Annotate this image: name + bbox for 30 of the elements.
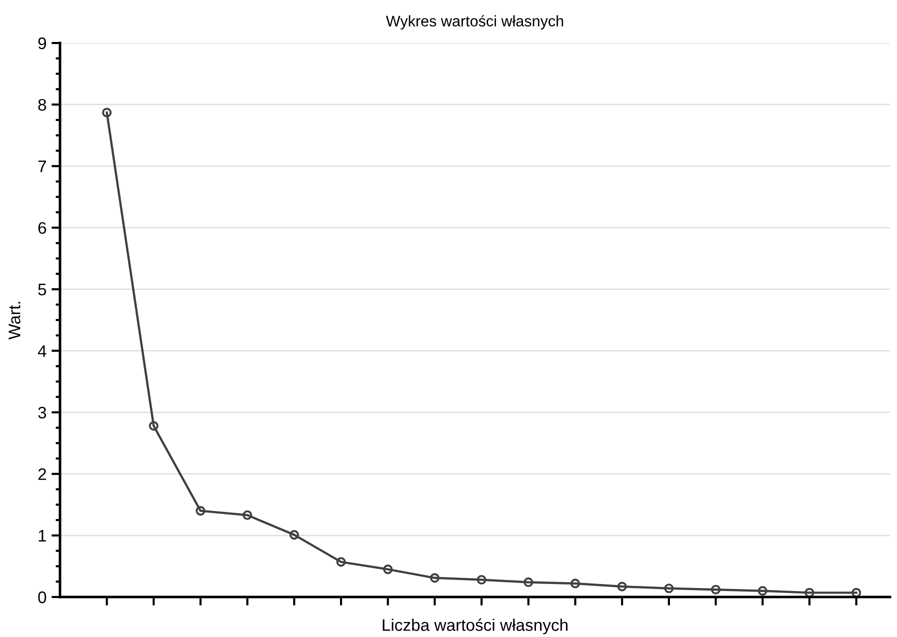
point (430, 573, 440, 583)
point (851, 588, 862, 597)
x-axis-title: Liczba wartości własnych (382, 618, 568, 634)
y-tick-label: 7 (38, 160, 46, 172)
point (289, 530, 299, 540)
y-axis-title: Wart. (8, 302, 20, 340)
y-tick-label: 0 (38, 591, 46, 604)
point (758, 586, 768, 596)
point (476, 574, 486, 585)
point (524, 577, 534, 588)
point (710, 584, 721, 594)
chart-title: Wykres wartości własnych (386, 15, 564, 30)
point (664, 584, 674, 594)
y-tick-label: 9 (38, 37, 46, 50)
y-tick-label: 5 (38, 284, 46, 296)
point (617, 582, 627, 592)
point (383, 564, 393, 574)
y-tick-label: 6 (38, 222, 46, 234)
point (196, 506, 206, 516)
point (570, 578, 580, 588)
y-tick-label: 1 (38, 530, 46, 542)
point (336, 557, 346, 567)
y-tick-label: 8 (38, 98, 46, 111)
y-tick-label: 4 (38, 345, 46, 357)
y-tick-label: 2 (38, 468, 46, 480)
point (242, 510, 252, 520)
y-tick-label: 3 (38, 406, 46, 419)
point (102, 108, 112, 118)
point (148, 421, 158, 431)
point (804, 588, 814, 597)
